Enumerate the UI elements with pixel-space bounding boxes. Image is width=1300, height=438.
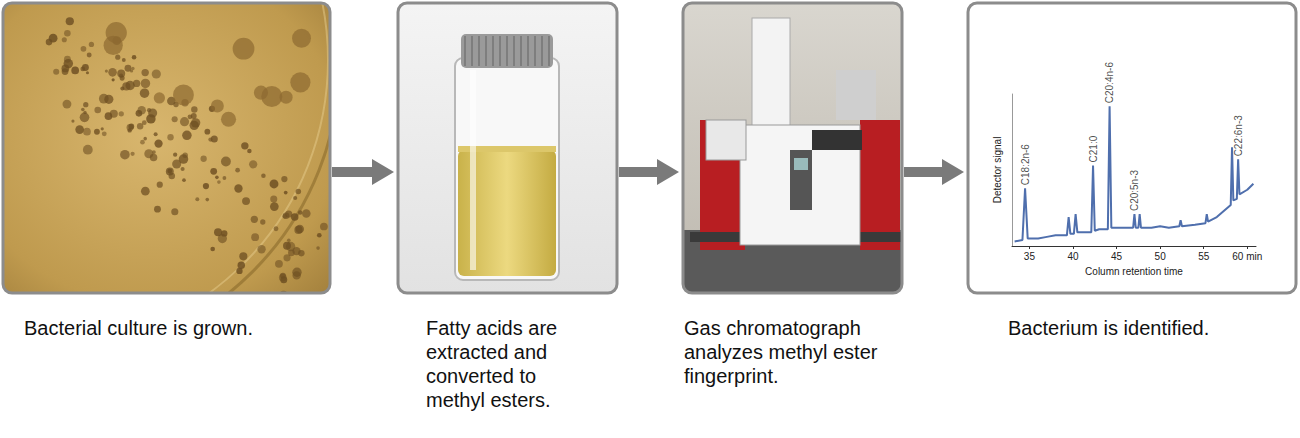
svg-text:45: 45	[1111, 251, 1123, 262]
html-text:Bacterial culture is grown.: Bacterial culture is grown.	[24, 317, 253, 339]
svg-text:Detector signal: Detector signal	[992, 137, 1003, 204]
svg-text:40: 40	[1067, 251, 1079, 262]
svg-text:35: 35	[1024, 251, 1036, 262]
html-text:Fatty acids are extracted and: Fatty acids are extracted and converted …	[426, 317, 558, 411]
svg-text:C18:2n-6: C18:2n-6	[1020, 144, 1031, 186]
html-text:Bacterium is identified.: Bacterium is identified.	[1008, 317, 1210, 339]
svg-text:50: 50	[1155, 251, 1167, 262]
svg-text:C20:5n-3: C20:5n-3	[1129, 170, 1140, 212]
svg-text:55: 55	[1198, 251, 1210, 262]
svg-text:60 min: 60 min	[1232, 251, 1262, 262]
svg-text:C22:6n-3: C22:6n-3	[1233, 115, 1244, 157]
html-text:Gas chromatograph analyzes met: Gas chromatograph analyzes methyl ester …	[684, 317, 878, 387]
svg-text:C21:0: C21:0	[1088, 135, 1099, 162]
svg-text:C20:4n-6: C20:4n-6	[1104, 62, 1115, 104]
svg-text:Column retention time: Column retention time	[1085, 266, 1183, 277]
